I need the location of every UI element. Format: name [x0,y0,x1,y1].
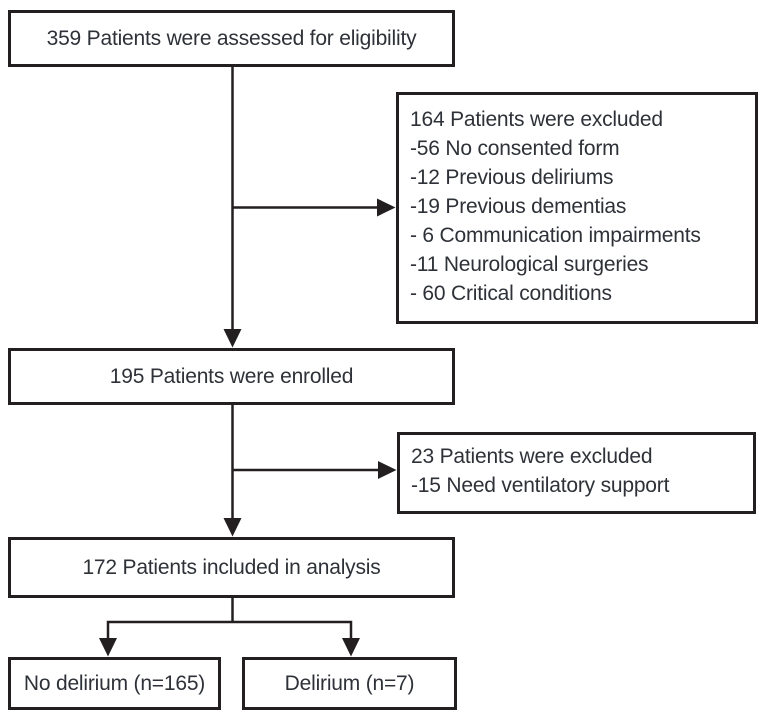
excluded1-item: -11 Neurological surgeries [410,253,649,276]
no-delirium-label: No delirium (n=165) [23,671,206,695]
box-enrolled: 195 Patients were enrolled [8,348,455,405]
arrowhead-to-analysis [223,518,242,537]
excluded1-item: -56 No consented form [410,137,620,160]
box-assessed-eligibility: 359 Patients were assessed for eligibili… [8,10,455,67]
excluded1-item: - 60 Critical conditions [410,282,612,305]
box-no-delirium: No delirium (n=165) [8,657,221,710]
enrolled-label: 195 Patients were enrolled [109,364,354,388]
arrowhead-to-no-delirium [99,638,117,657]
delirium-label: Delirium (n=7) [284,671,415,695]
arrowhead-to-delirium [342,638,360,657]
excluded1-item: -12 Previous deliriums [410,166,614,189]
analysis-label: 172 Patients included in analysis [82,555,381,579]
arrowhead-to-excluded1 [377,198,396,217]
box-delirium: Delirium (n=7) [242,657,457,710]
arrowhead-to-excluded2 [378,461,397,479]
split-bar [106,620,353,640]
box-included-analysis: 172 Patients included in analysis [8,537,455,598]
arrowhead-to-enrolled [223,329,242,348]
excluded1-title: 164 Patients were excluded [410,108,663,131]
excluded1-item: -19 Previous dementias [410,195,627,218]
box-excluded-secondary: 23 Patients were excluded -15 Need venti… [397,432,756,514]
excluded2-item: -15 Need ventilatory support [411,474,670,497]
assessed-label: 359 Patients were assessed for eligibili… [46,26,417,50]
excluded1-item: - 6 Communication impairments [410,224,701,247]
box-excluded-initial: 164 Patients were excluded -56 No consen… [396,92,758,324]
excluded2-title: 23 Patients were excluded [411,445,653,468]
